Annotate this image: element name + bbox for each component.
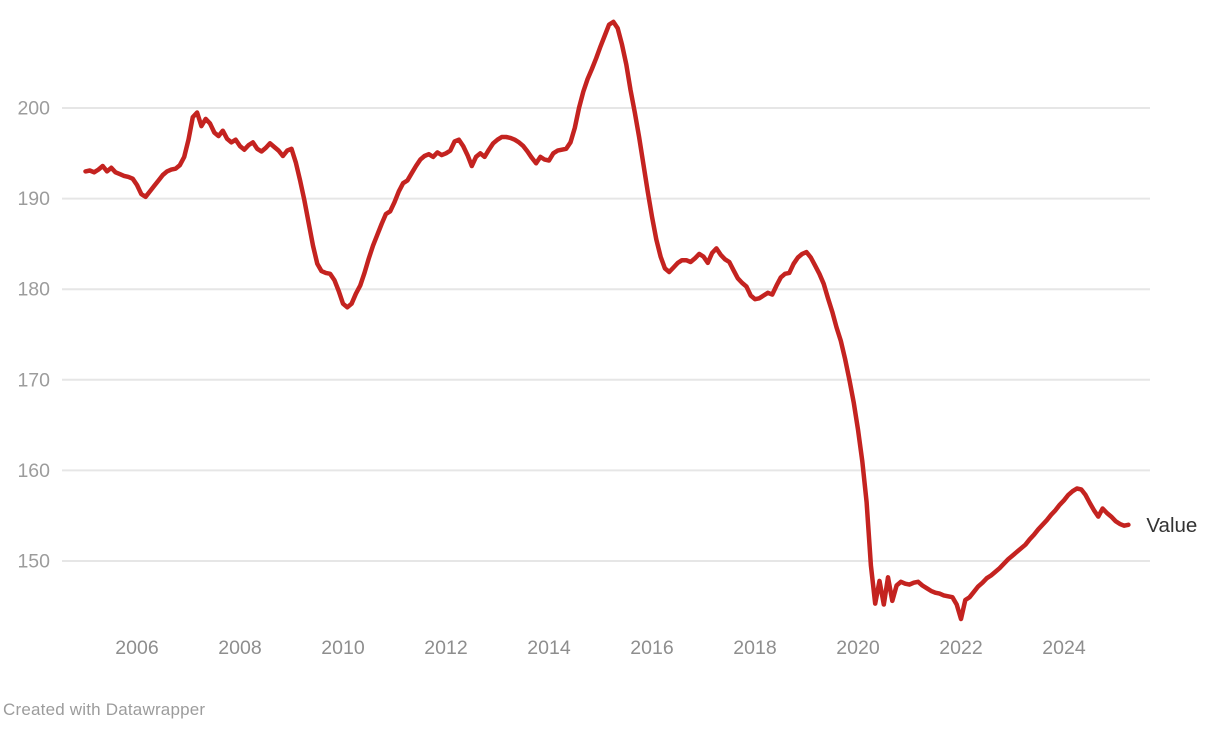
x-tick-label: 2006 [115,637,158,659]
x-axis-labels: 2006 2008 2010 2012 2014 2016 2018 2020 2022 2024 [115,637,1086,659]
y-tick-label: 170 [17,369,50,391]
x-tick-label: 2022 [939,637,982,659]
x-tick-label: 2024 [1042,637,1086,659]
y-tick-label: 150 [17,551,50,573]
value-line [83,19,1131,622]
x-tick-label: 2014 [527,637,571,659]
x-tick-label: 2012 [424,637,467,659]
attribution: Created with Datawrapper [3,700,206,719]
x-tick-label: 2020 [836,637,880,659]
x-tick-label: 2018 [733,637,776,659]
x-tick-label: 2016 [630,637,673,659]
y-tick-label: 190 [17,188,50,210]
y-tick-label: 160 [17,460,50,482]
y-axis-labels: 150 160 170 180 190 200 [17,98,50,573]
x-tick-label: 2008 [218,637,261,659]
gridline-group [62,107,1150,562]
x-tick-label: 2010 [321,637,365,659]
y-tick-label: 200 [17,98,50,120]
series-label: Value [1146,514,1197,537]
y-tick-label: 180 [17,279,50,301]
